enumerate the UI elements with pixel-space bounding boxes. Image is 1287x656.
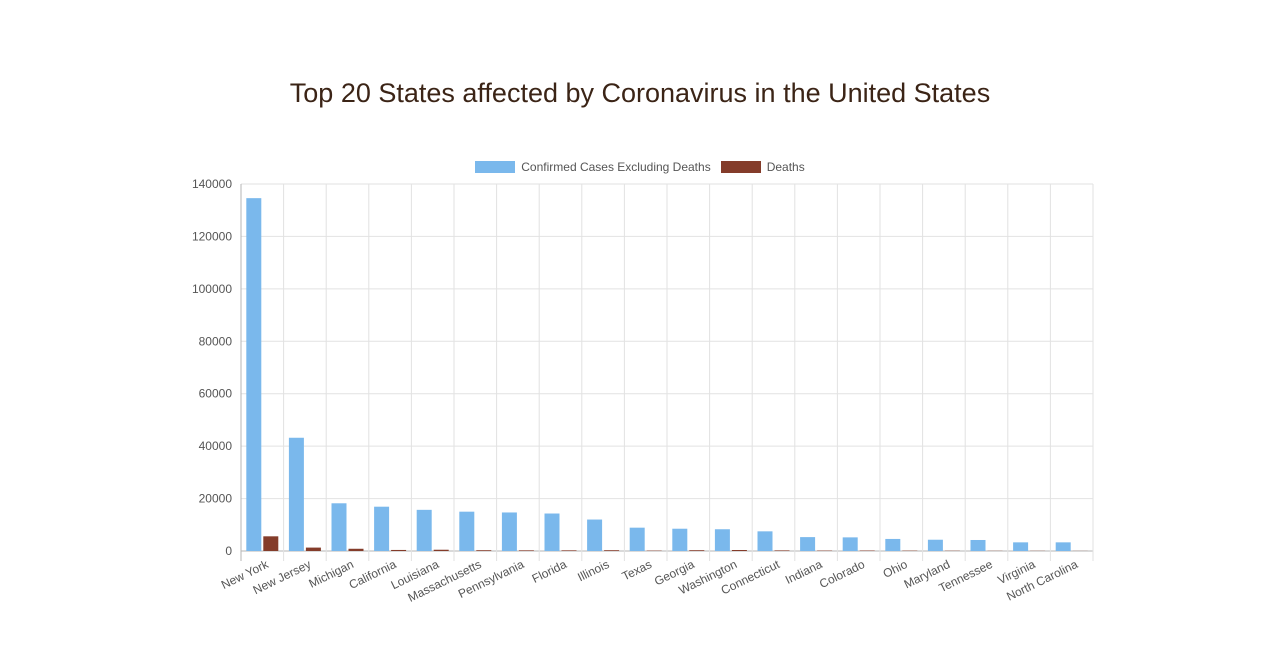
legend-swatch-deaths <box>720 161 761 173</box>
bar-confirmed <box>672 528 688 551</box>
bar-confirmed <box>970 539 986 551</box>
bar-deaths <box>604 550 620 551</box>
bar-deaths <box>391 549 407 551</box>
legend-label-confirmed: Confirmed Cases Excluding Deaths <box>521 160 711 174</box>
y-tick-label: 140000 <box>192 177 232 191</box>
bar-confirmed <box>757 531 773 551</box>
chart-legend: Confirmed Cases Excluding Deaths Deaths <box>0 160 1280 174</box>
bar-confirmed <box>544 513 560 551</box>
bar-confirmed <box>288 437 304 551</box>
bar-confirmed <box>246 198 262 552</box>
y-tick-label: 100000 <box>192 282 232 296</box>
bar-confirmed <box>842 537 858 551</box>
bar-confirmed <box>374 506 390 551</box>
x-tick-label: Colorado <box>817 557 867 591</box>
x-tick-label: Michigan <box>307 557 356 591</box>
bar-confirmed <box>587 519 603 551</box>
bar-deaths <box>561 550 577 551</box>
bar-deaths <box>689 550 705 551</box>
bar-deaths <box>774 550 790 551</box>
x-tick-label: Texas <box>620 557 654 583</box>
y-tick-label: 60000 <box>199 387 233 401</box>
bar-deaths <box>433 549 449 551</box>
y-tick-label: 20000 <box>199 492 233 506</box>
bar-confirmed <box>629 527 645 551</box>
bar-confirmed <box>459 511 475 551</box>
x-tick-label: California <box>347 557 399 592</box>
bar-confirmed <box>714 529 730 551</box>
x-tick-label: Illinois <box>575 557 611 584</box>
bar-confirmed <box>416 509 432 551</box>
bar-confirmed <box>331 503 347 551</box>
legend-swatch-confirmed <box>475 161 516 173</box>
bar-confirmed <box>927 539 943 551</box>
bar-confirmed <box>501 512 517 551</box>
legend-item-confirmed[interactable]: Confirmed Cases Excluding Deaths <box>475 160 711 174</box>
y-tick-label: 0 <box>225 544 232 558</box>
x-tick-label: Florida <box>530 557 569 586</box>
bar-confirmed <box>885 538 901 551</box>
bar-confirmed <box>800 537 816 551</box>
bar-confirmed <box>1013 542 1029 551</box>
bar-deaths <box>348 548 364 551</box>
chart-title: Top 20 States affected by Coronavirus in… <box>289 78 991 108</box>
bar-deaths <box>263 536 279 551</box>
y-tick-label: 80000 <box>199 334 233 348</box>
bar-deaths <box>305 547 321 551</box>
y-tick-label: 40000 <box>199 439 233 453</box>
bar-deaths <box>476 550 492 551</box>
bar-deaths <box>518 550 534 551</box>
y-tick-label: 120000 <box>192 229 232 243</box>
legend-label-deaths: Deaths <box>766 160 805 174</box>
bar-deaths <box>731 550 747 551</box>
bar-confirmed <box>1055 542 1071 551</box>
legend-item-deaths[interactable]: Deaths <box>720 160 805 174</box>
